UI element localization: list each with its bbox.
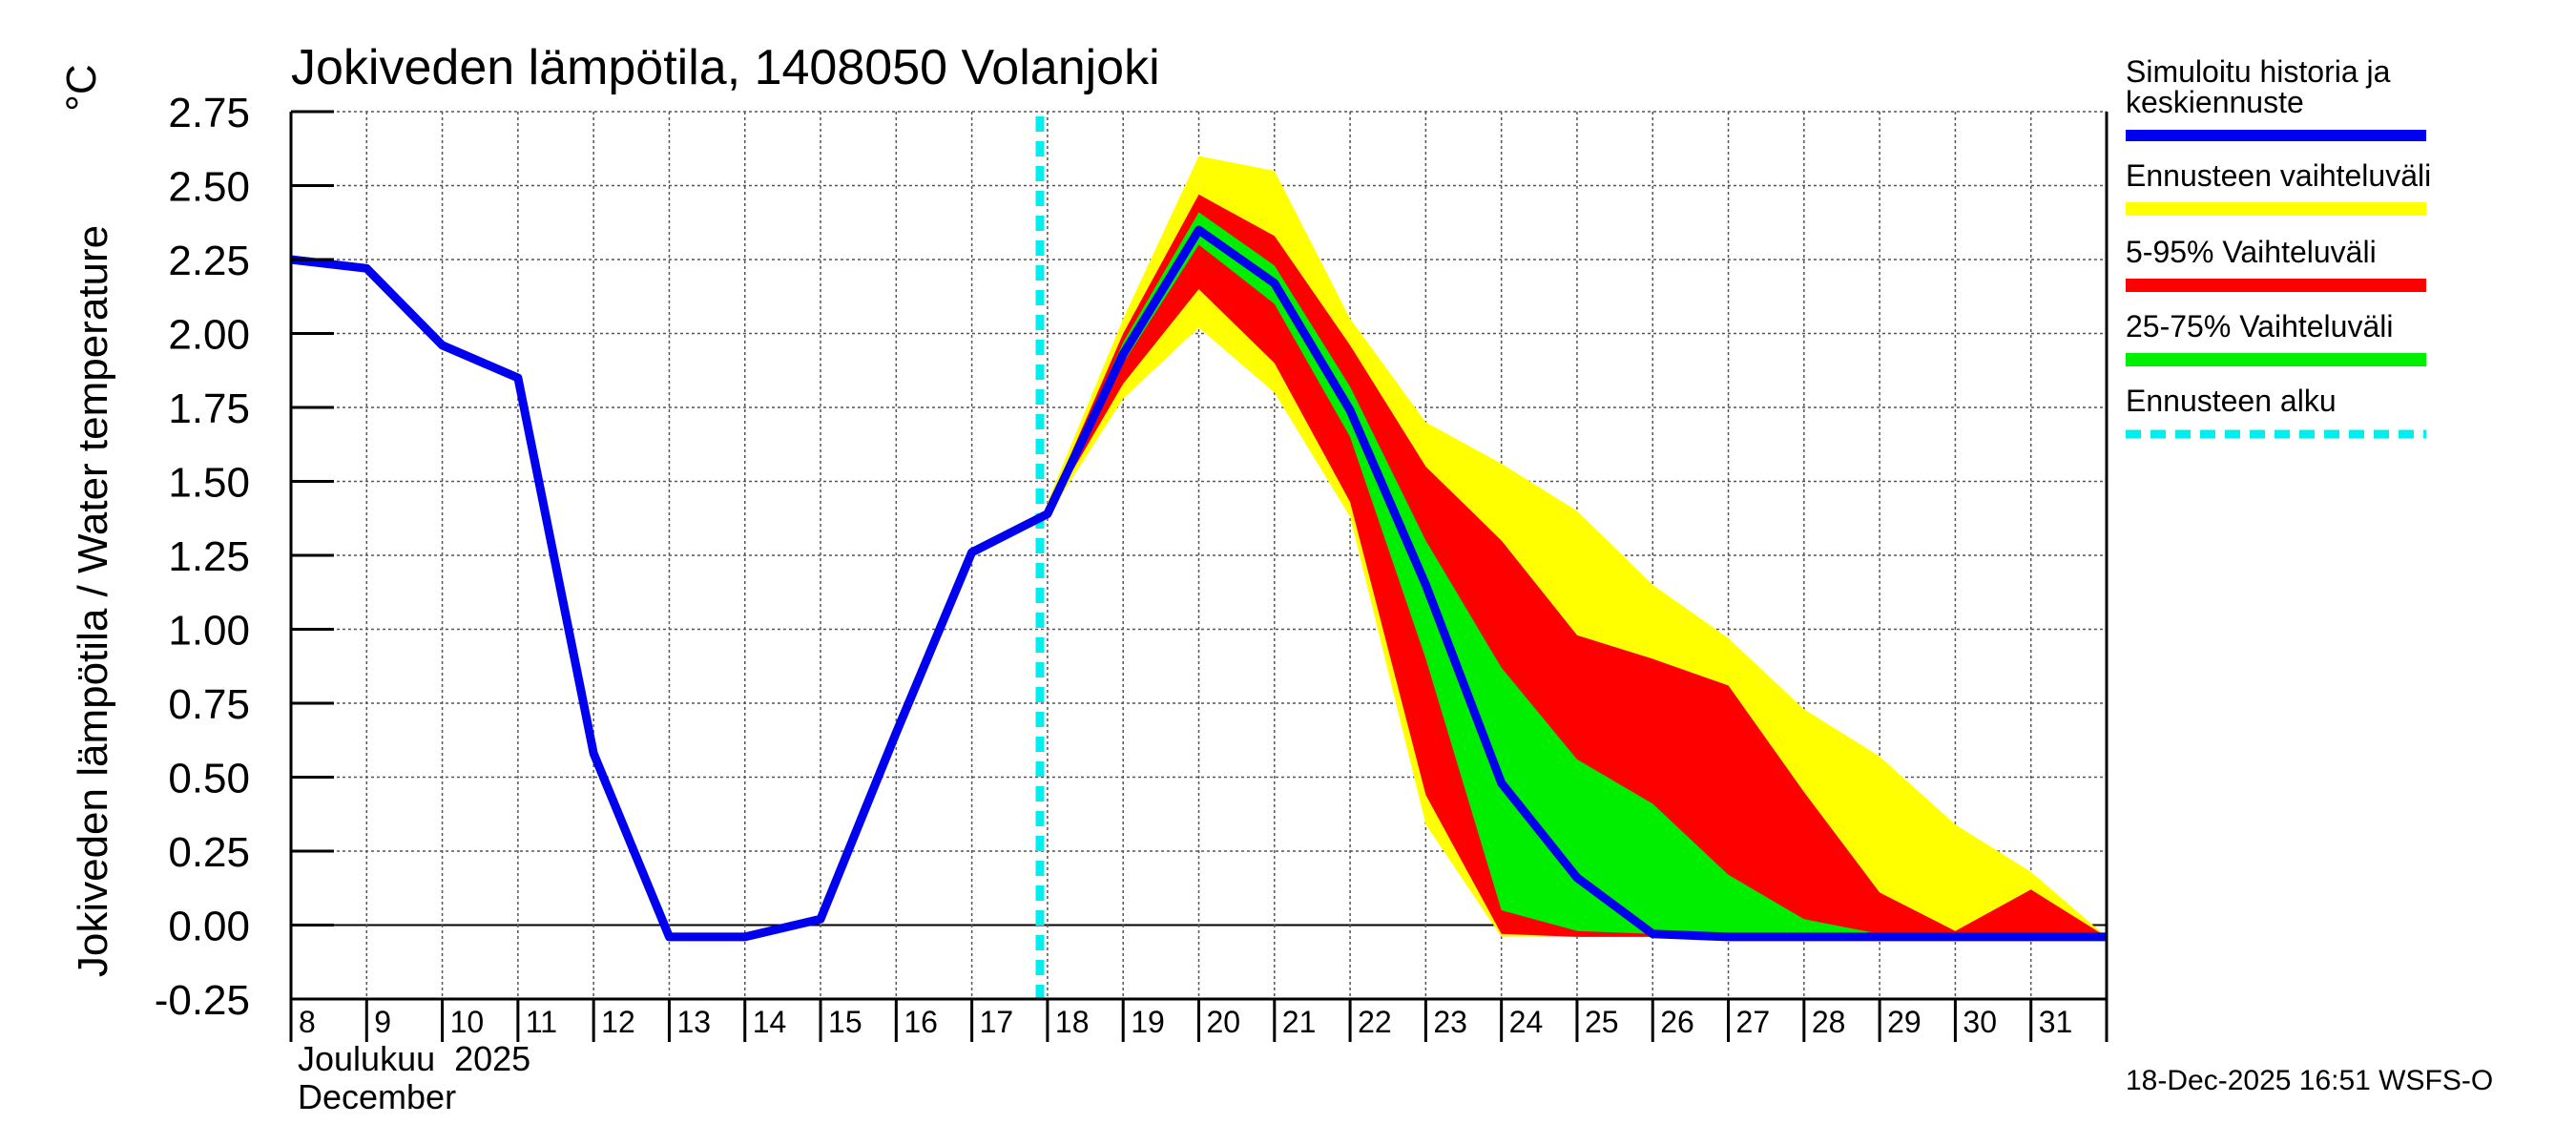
timestamp-footer: 18-Dec-2025 16:51 WSFS-O	[2126, 1065, 2493, 1096]
x-tick-label: 22	[1358, 1005, 1392, 1039]
legend: Simuloitu historia ja keskiennuste Ennus…	[2126, 54, 2431, 439]
month-label-en: December	[298, 1077, 456, 1116]
y-tick-label: 1.00	[168, 608, 250, 655]
chart-title: Jokiveden lämpötila, 1408050 Volanjoki	[291, 40, 1160, 95]
legend-history-label-1: Simuloitu historia ja	[2126, 54, 2391, 89]
x-tick-label: 21	[1282, 1005, 1317, 1039]
y-tick-label: 0.75	[168, 681, 250, 728]
legend-p25-75-label: 25-75% Vaihteluväli	[2126, 309, 2393, 344]
month-label-fi: Joulukuu 2025	[298, 1039, 530, 1078]
y-tick-labels: -0.25 0.00 0.25 0.50 0.75 1.00 1.25 1.50 1.75 2.0…	[155, 90, 250, 1024]
y-tick-label: 0.00	[168, 904, 250, 950]
x-tick-label: 31	[2039, 1005, 2073, 1039]
legend-p25-75-swatch	[2126, 353, 2426, 366]
y-tick-label: 2.25	[168, 238, 250, 284]
x-tick-label: 14	[753, 1005, 787, 1039]
x-tick-labels: 8 9 10 11 12 13 14 15 16 17 18 19 20 21 22 23 24 25 26 27 28…	[299, 1005, 2072, 1039]
x-tick-label: 24	[1509, 1005, 1544, 1039]
y-tick-label: 2.75	[168, 90, 250, 136]
x-tick-label: 25	[1585, 1005, 1619, 1039]
x-tick-label: 26	[1660, 1005, 1694, 1039]
x-tick-label: 18	[1055, 1005, 1090, 1039]
y-axis-unit: °C	[58, 64, 105, 111]
legend-p5-95-label: 5-95% Vaihteluväli	[2126, 235, 2377, 269]
y-tick-label: 0.25	[168, 829, 250, 876]
x-tick-label: 9	[374, 1005, 391, 1039]
x-tick-label: 17	[980, 1005, 1014, 1039]
x-tick-label: 28	[1812, 1005, 1846, 1039]
legend-history-swatch	[2126, 130, 2426, 141]
x-tick-label: 27	[1736, 1005, 1771, 1039]
y-axis-label: Jokiveden lämpötila / Water temperature	[70, 225, 116, 977]
x-tick-label: 30	[1963, 1005, 1997, 1039]
legend-range-label: Ennusteen vaihteluväli	[2126, 158, 2431, 193]
x-tick-label: 29	[1887, 1005, 1922, 1039]
y-tick-label: 1.50	[168, 460, 250, 507]
series-lines	[290, 116, 2107, 999]
x-tick-label: 20	[1207, 1005, 1241, 1039]
y-tick-label: 2.50	[168, 164, 250, 211]
x-tick-label: 12	[601, 1005, 635, 1039]
y-tick-label: 1.75	[168, 385, 250, 432]
x-tick-label: 19	[1131, 1005, 1165, 1039]
band-5-95	[1047, 194, 2107, 937]
y-tick-label: 1.25	[168, 533, 250, 580]
band-25-75	[1047, 212, 2107, 937]
axes	[289, 110, 2109, 1042]
x-tick-label: 23	[1433, 1005, 1467, 1039]
legend-history-label-2: keskiennuste	[2126, 85, 2304, 119]
legend-p5-95-swatch	[2126, 279, 2426, 292]
y-tick-label: 0.50	[168, 756, 250, 802]
x-tick-label: 10	[450, 1005, 485, 1039]
x-tick-label: 11	[526, 1005, 557, 1039]
y-tick-label: -0.25	[155, 977, 250, 1024]
y-tick-label: 2.00	[168, 312, 250, 359]
x-tick-label: 13	[676, 1005, 711, 1039]
history-median-line	[290, 225, 2107, 942]
x-tick-label: 8	[299, 1005, 316, 1039]
legend-range-swatch	[2126, 202, 2426, 216]
x-tick-label: 16	[904, 1005, 938, 1039]
x-tick-label: 15	[828, 1005, 862, 1039]
legend-start-label: Ennusteen alku	[2126, 384, 2337, 418]
